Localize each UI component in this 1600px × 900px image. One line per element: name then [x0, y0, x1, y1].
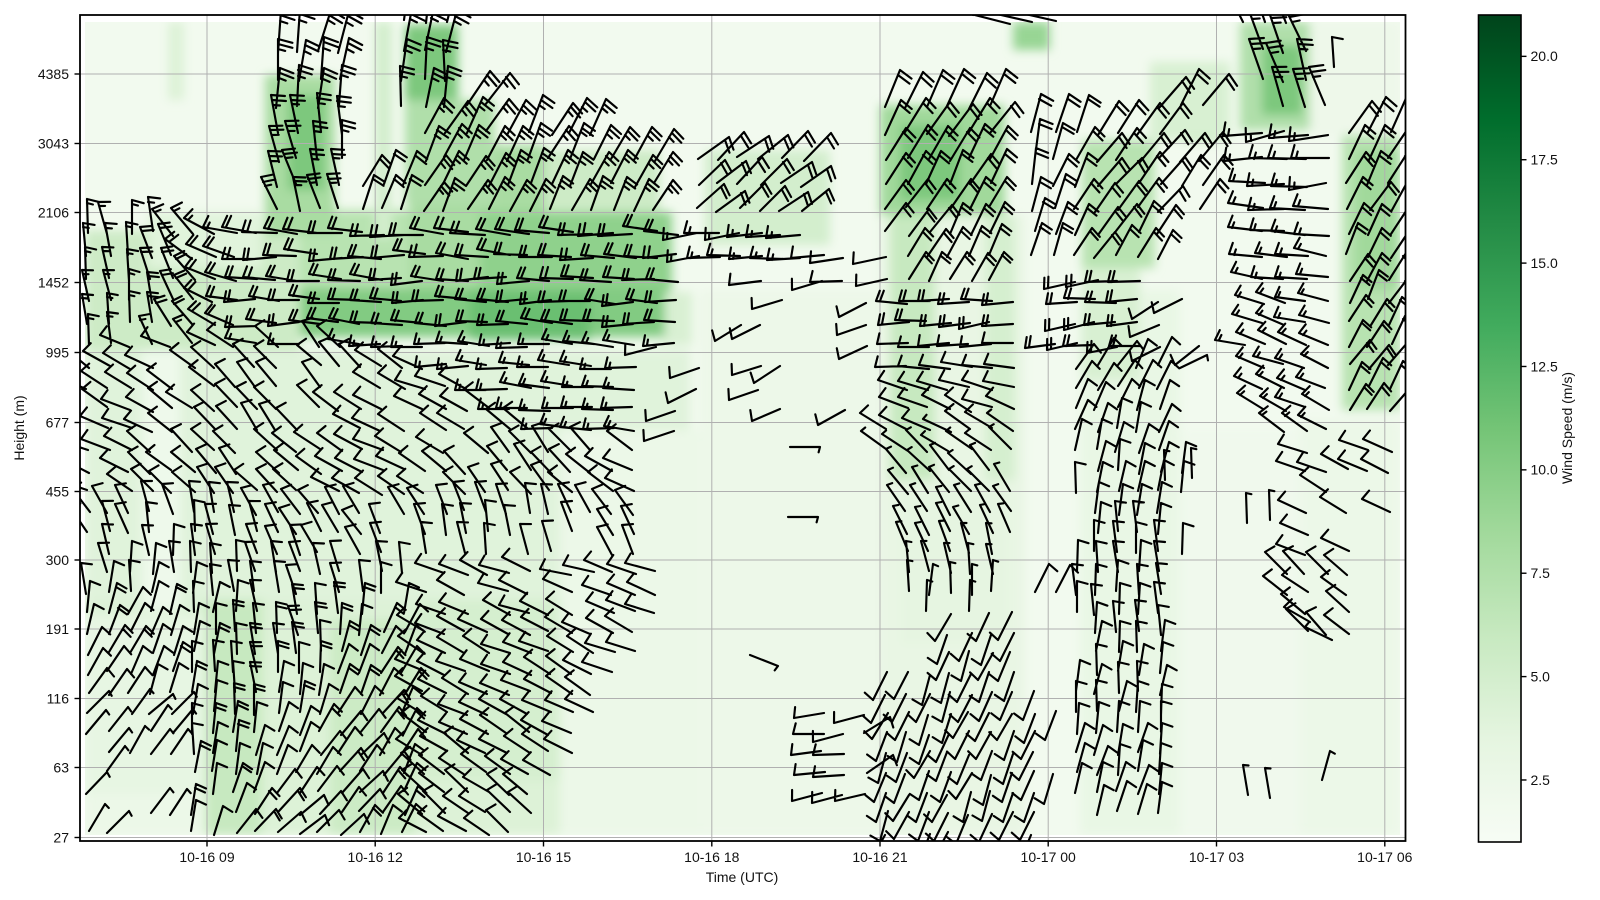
svg-text:20.0: 20.0 — [1531, 48, 1558, 64]
svg-text:27: 27 — [53, 829, 69, 845]
svg-text:1452: 1452 — [38, 274, 69, 290]
svg-text:17.5: 17.5 — [1531, 152, 1558, 168]
svg-text:10-16 12: 10-16 12 — [348, 849, 403, 865]
svg-text:10-17 00: 10-17 00 — [1021, 849, 1076, 865]
svg-text:12.5: 12.5 — [1531, 358, 1558, 374]
svg-text:10-17 03: 10-17 03 — [1189, 849, 1244, 865]
svg-text:5.0: 5.0 — [1531, 668, 1551, 684]
svg-text:4385: 4385 — [38, 66, 69, 82]
svg-text:995: 995 — [46, 344, 70, 360]
svg-text:10.0: 10.0 — [1531, 462, 1558, 478]
svg-text:Wind Speed (m/s): Wind Speed (m/s) — [1559, 372, 1575, 484]
svg-text:10-17 06: 10-17 06 — [1357, 849, 1412, 865]
svg-text:10-16 21: 10-16 21 — [852, 849, 907, 865]
svg-text:300: 300 — [46, 552, 70, 568]
svg-text:7.5: 7.5 — [1531, 565, 1551, 581]
svg-text:10-16 18: 10-16 18 — [684, 849, 739, 865]
svg-text:Time (UTC): Time (UTC) — [706, 869, 779, 885]
svg-text:677: 677 — [46, 414, 70, 430]
svg-text:2.5: 2.5 — [1531, 772, 1551, 788]
svg-text:455: 455 — [46, 483, 70, 499]
svg-text:191: 191 — [46, 621, 70, 637]
svg-text:63: 63 — [53, 759, 69, 775]
svg-text:116: 116 — [47, 690, 70, 706]
svg-text:10-16 15: 10-16 15 — [516, 849, 571, 865]
svg-text:3043: 3043 — [38, 135, 69, 151]
svg-text:10-16 09: 10-16 09 — [179, 849, 234, 865]
svg-text:2106: 2106 — [38, 204, 69, 220]
svg-text:Height (m): Height (m) — [11, 395, 27, 460]
svg-text:15.0: 15.0 — [1531, 255, 1558, 271]
